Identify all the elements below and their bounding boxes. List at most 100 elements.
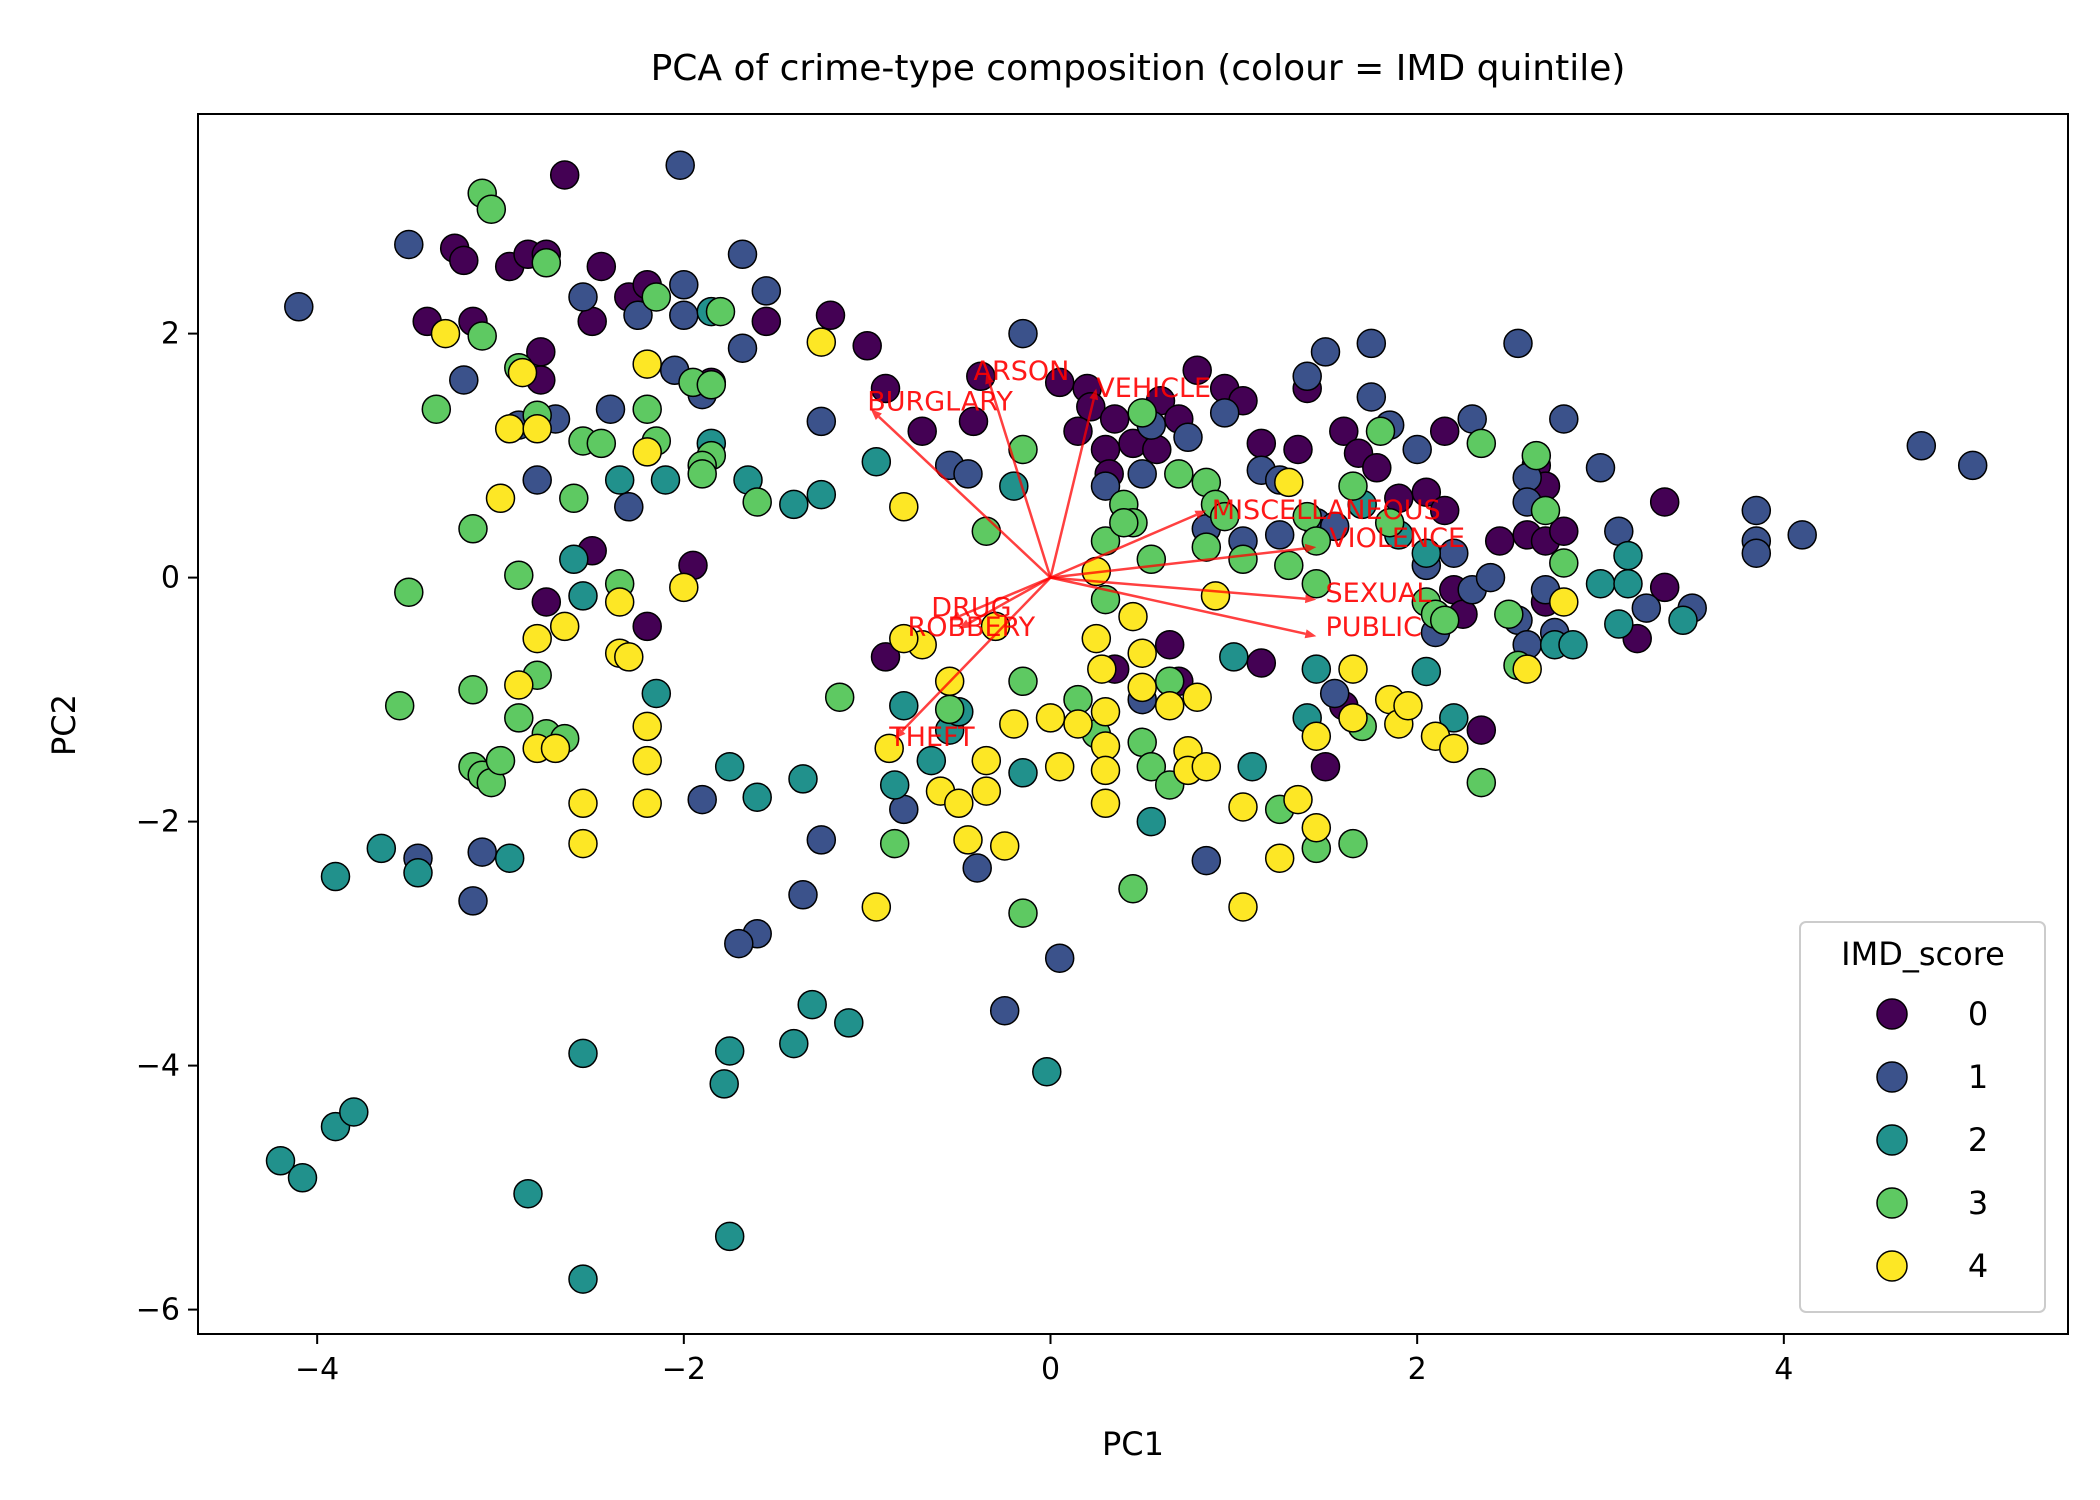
data-point-imd-3 (934, 694, 965, 725)
data-point-imd-4 (1154, 690, 1185, 721)
data-point-imd-3 (421, 394, 452, 424)
data-point-imd-0 (1310, 751, 1341, 782)
data-point-imd-0 (549, 160, 580, 190)
y-tick-label: −2 (136, 805, 180, 840)
x-axis-label: PC1 (1102, 1425, 1164, 1463)
data-point-imd-4 (1182, 682, 1212, 712)
data-point-imd-2 (1411, 656, 1442, 687)
data-point-imd-4 (1393, 690, 1423, 721)
loading-arrow-vehicle (1049, 398, 1095, 578)
loading-arrow-violence (1050, 547, 1306, 579)
data-point-imd-1 (1631, 593, 1662, 623)
data-point-imd-3 (705, 296, 736, 327)
data-point-imd-1 (1356, 382, 1387, 412)
loading-label-public: PUBLIC (1326, 612, 1422, 643)
data-point-imd-0 (586, 251, 617, 282)
loading-arrowhead-vehicle (1089, 388, 1099, 401)
data-point-imd-0 (1099, 404, 1130, 434)
data-point-imd-4 (1264, 843, 1295, 873)
data-point-imd-2 (568, 1038, 598, 1069)
data-point-imd-1 (522, 465, 552, 495)
legend-marker-4 (1876, 1250, 1908, 1282)
loading-arrowhead-burglary (870, 409, 882, 420)
data-point-imd-1 (394, 229, 424, 260)
data-point-imd-0 (1484, 526, 1515, 556)
data-point-imd-3 (1191, 532, 1222, 562)
data-point-imd-4 (632, 745, 662, 776)
x-tick-label: −2 (662, 1352, 706, 1387)
data-point-imd-2 (1237, 751, 1267, 782)
data-point-imd-1 (595, 394, 626, 424)
data-point-imd-1 (614, 492, 644, 522)
data-point-imd-4 (430, 318, 461, 349)
data-point-imd-2 (559, 544, 589, 575)
legend-marker-3 (1876, 1187, 1908, 1219)
data-point-imd-2 (1613, 568, 1643, 599)
data-point-imd-3 (1118, 873, 1148, 904)
data-point-imd-2 (287, 1163, 318, 1193)
data-point-imd-1 (665, 150, 695, 180)
loading-arrow-drug (959, 576, 1051, 618)
data-point-imd-4 (971, 776, 1002, 806)
data-point-imd-2 (403, 858, 433, 888)
loading-arrowhead-miscellaneous (1194, 510, 1207, 519)
data-point-imd-4 (1090, 755, 1121, 786)
data-point-imd-2 (1301, 654, 1332, 684)
data-point-imd-0 (1466, 715, 1497, 745)
chart-title: PCA of crime-type composition (colour = … (651, 48, 1626, 89)
data-point-imd-3 (467, 321, 497, 351)
data-point-imd-2 (779, 1028, 809, 1059)
data-point-imd-1 (458, 886, 488, 916)
y-tick-label: −4 (136, 1049, 180, 1084)
data-point-imd-3 (971, 516, 1002, 546)
data-point-imd-0 (1283, 434, 1313, 465)
data-point-imd-4 (999, 709, 1029, 739)
loading-arrowhead-theft (894, 727, 906, 739)
data-point-imd-3 (559, 483, 589, 514)
data-point-imd-0 (870, 642, 901, 672)
data-point-imd-3 (1521, 440, 1552, 471)
data-point-imd-1 (687, 784, 717, 815)
data-point-imd-3 (1466, 428, 1497, 459)
data-point-imd-3 (1338, 471, 1368, 501)
data-point-imd-1 (1292, 361, 1322, 392)
data-point-imd-1 (669, 300, 699, 331)
data-point-imd-4 (1127, 638, 1157, 668)
legend-label-4: 4 (1968, 1247, 1988, 1285)
data-point-imd-2 (1008, 758, 1038, 788)
loading-label-miscellaneous: MISCELLANEOUS (1212, 495, 1441, 526)
data-point-imd-2 (494, 843, 525, 873)
data-point-imd-1 (1549, 404, 1579, 434)
data-point-imd-4 (485, 483, 516, 514)
data-point-imd-4 (1439, 733, 1469, 764)
loading-arrowhead-public (1304, 629, 1317, 639)
data-point-imd-4 (889, 623, 919, 654)
data-point-imd-4 (507, 357, 538, 388)
x-tick-label: 4 (1774, 1352, 1793, 1387)
data-point-imd-4 (632, 437, 662, 467)
data-point-imd-2 (714, 1221, 745, 1252)
data-point-imd-2 (1604, 609, 1634, 639)
x-tick-label: 0 (1041, 1352, 1060, 1387)
data-point-imd-1 (1741, 495, 1772, 526)
data-point-imd-0 (1549, 516, 1579, 546)
x-tick-label: 2 (1408, 1352, 1427, 1387)
data-point-imd-0 (1090, 434, 1121, 465)
data-point-imd-4 (1301, 812, 1332, 843)
data-point-imd-3 (879, 828, 910, 859)
loading-label-vehicle: VEHICLE (1096, 373, 1211, 404)
loading-arrowhead-sexual (1305, 594, 1317, 604)
data-point-imd-1 (751, 276, 782, 306)
data-point-imd-1 (1319, 678, 1350, 709)
data-point-imd-1 (1008, 318, 1038, 349)
data-point-imd-3 (1494, 599, 1524, 629)
legend-title: IMD_score (1841, 935, 2005, 973)
loading-label-robbery: ROBBERY (908, 612, 1036, 643)
data-point-imd-2 (806, 479, 837, 510)
data-point-imd-0 (531, 587, 562, 617)
data-point-imd-0 (1329, 416, 1359, 446)
legend: IMD_score 0 1 2 3 4 (1799, 921, 2046, 1313)
data-point-imd-4 (806, 327, 837, 357)
data-point-imd-4 (1090, 788, 1121, 819)
